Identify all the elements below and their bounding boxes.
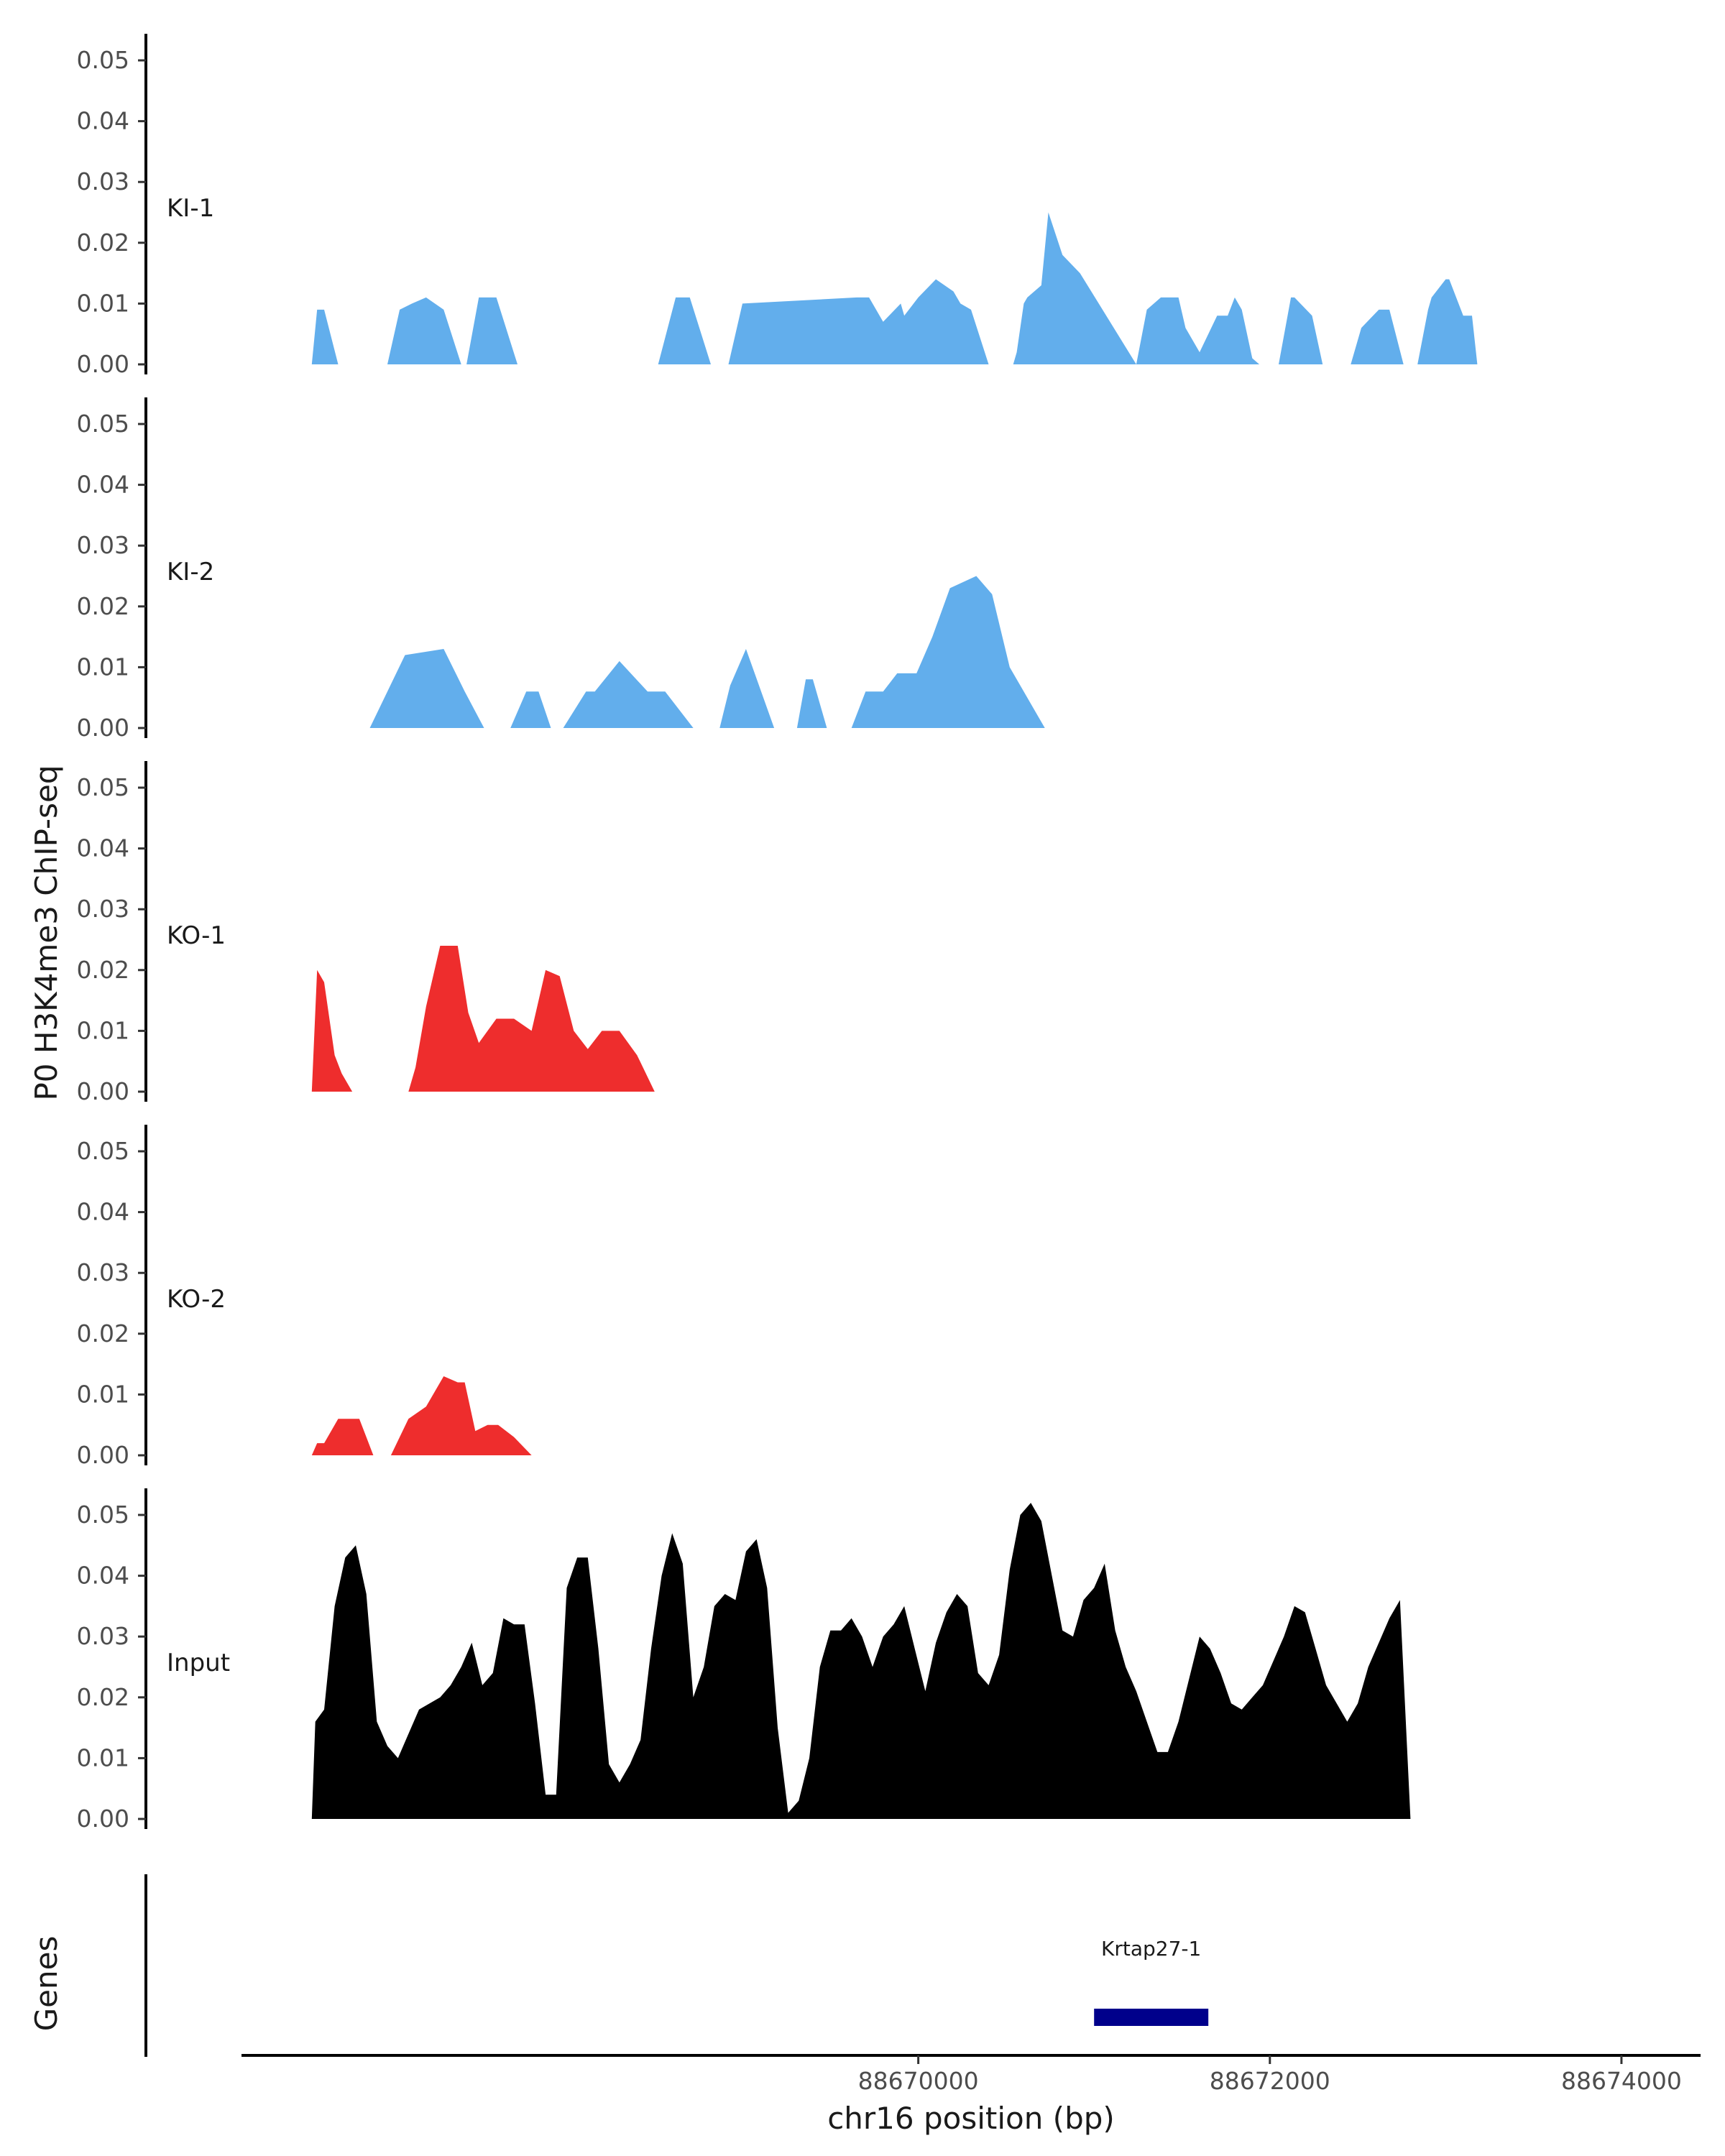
x-tick-label: 88674000: [1561, 2067, 1682, 2095]
track-label: Input: [167, 1649, 230, 1677]
y-tick-label: 0.05: [77, 410, 129, 438]
y-tick-label: 0.04: [77, 471, 129, 499]
y-tick-label: 0.02: [77, 1319, 129, 1348]
gene-body: [1094, 2009, 1209, 2026]
y-tick-label: 0.00: [77, 1805, 129, 1833]
x-tick-label: 88672000: [1210, 2067, 1330, 2095]
x-tick-label: 88670000: [858, 2067, 979, 2095]
y-tick-label: 0.05: [77, 46, 129, 74]
track-input: 0.00 0.01 0.02 0.03 0.04 0.05 Input: [77, 1488, 1641, 1833]
gene-track-title: Genes: [29, 1936, 64, 2032]
track-label: KO-1: [167, 921, 226, 950]
y-tick-label: 0.03: [77, 167, 129, 195]
gene-track: Genes Krtap27-1: [29, 1874, 1209, 2057]
y-tick-label: 0.00: [77, 1077, 129, 1105]
track-label: KI-2: [167, 558, 214, 586]
y-tick-label: 0.01: [77, 289, 129, 317]
y-tick-label: 0.03: [77, 1622, 129, 1650]
y-tick-label: 0.03: [77, 895, 129, 923]
y-tick-label: 0.04: [77, 1198, 129, 1226]
y-tick-label: 0.02: [77, 956, 129, 984]
track-ko-1: 0.00 0.01 0.02 0.03 0.04 0.05 KO-1: [77, 761, 1358, 1105]
y-tick-label: 0.00: [77, 1441, 129, 1469]
signal-tracks: 0.00 0.01 0.02 0.03 0.04 0.05 KI-1 0.00 0.01 0.02…: [77, 34, 1641, 1833]
y-tick-label: 0.04: [77, 1562, 129, 1590]
track-label: KO-2: [167, 1285, 226, 1314]
y-tick-label: 0.01: [77, 1380, 129, 1408]
signal-area-ko-1: [311, 946, 1358, 1092]
track-label: KI-1: [167, 194, 214, 223]
gene-features: Krtap27-1: [1094, 1937, 1209, 2026]
track-ko-2: 0.00 0.01 0.02 0.03 0.04 0.05 KO-2: [77, 1125, 1358, 1469]
y-tick-label: 0.01: [77, 1743, 129, 1772]
y-tick-label: 0.05: [77, 773, 129, 801]
y-tick-label: 0.00: [77, 350, 129, 378]
y-tick-label: 0.05: [77, 1501, 129, 1529]
y-tick-label: 0.01: [77, 653, 129, 681]
y-tick-label: 0.00: [77, 714, 129, 742]
y-tick-label: 0.02: [77, 1683, 129, 1711]
y-tick-label: 0.04: [77, 107, 129, 135]
track-ki-2: 0.00 0.01 0.02 0.03 0.04 0.05 KI-2: [77, 397, 1502, 742]
x-axis-ticks: 88670000 88672000 88674000: [858, 2055, 1682, 2095]
y-tick-label: 0.02: [77, 229, 129, 257]
y-axis-title: P0 H3K4me3 ChIP-seq: [29, 765, 64, 1100]
y-tick-label: 0.03: [77, 531, 129, 559]
y-tick-label: 0.01: [77, 1016, 129, 1044]
track-ki-1: 0.00 0.01 0.02 0.03 0.04 0.05 KI-1: [77, 34, 1499, 378]
signal-area-ki-1: [311, 212, 1499, 364]
y-tick-label: 0.05: [77, 1137, 129, 1165]
x-axis: 88670000 88672000 88674000 chr16 position …: [242, 2054, 1701, 2136]
signal-area-ki-2: [349, 576, 1502, 728]
signal-area-ko-2: [311, 1376, 1358, 1455]
y-tick-label: 0.03: [77, 1258, 129, 1286]
x-axis-title: chr16 position (bp): [827, 2101, 1115, 2136]
y-tick-label: 0.02: [77, 592, 129, 620]
gene-label: Krtap27-1: [1101, 1937, 1201, 1961]
signal-area-input: [311, 1503, 1641, 1819]
y-tick-label: 0.04: [77, 834, 129, 862]
